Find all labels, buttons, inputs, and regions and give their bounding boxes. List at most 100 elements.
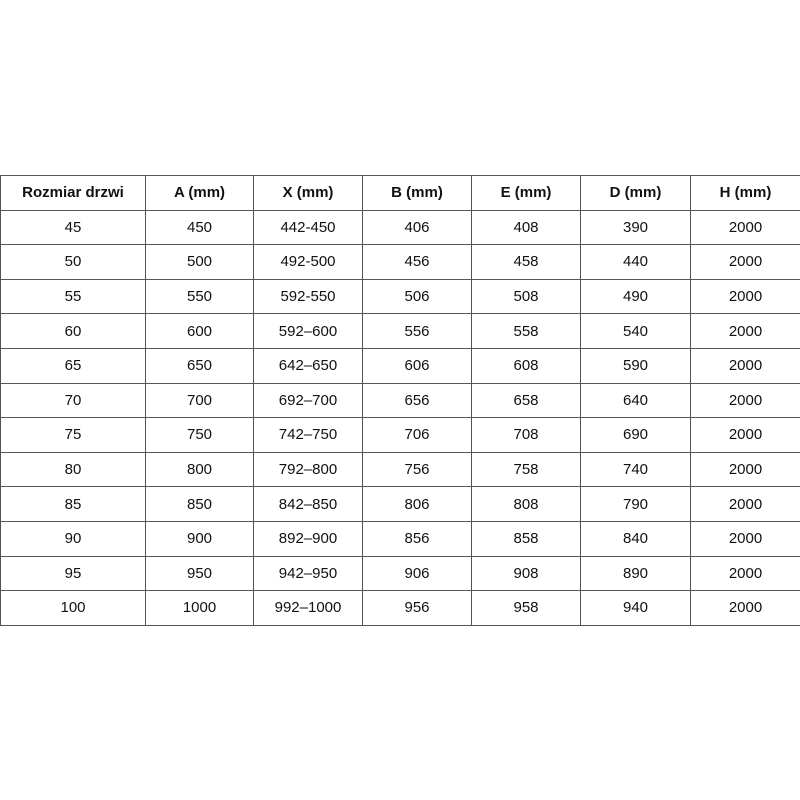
cell-door-size: 60	[0, 313, 146, 349]
cell-e: 958	[471, 590, 581, 626]
cell-e: 708	[471, 417, 581, 453]
cell-b: 456	[362, 244, 472, 280]
cell-door-size: 95	[0, 555, 146, 592]
cell-d: 890	[580, 555, 691, 592]
cell-d: 940	[580, 590, 691, 626]
cell-door-size: 45	[0, 209, 146, 246]
cell-a: 600	[145, 313, 254, 349]
header-a: A (mm)	[145, 175, 254, 211]
cell-h: 2000	[690, 555, 800, 592]
cell-b: 856	[362, 520, 472, 557]
cell-door-size: 90	[0, 520, 146, 557]
cell-x: 692–700	[253, 382, 363, 419]
cell-b: 506	[362, 278, 472, 315]
cell-a: 650	[145, 347, 254, 384]
table-row: 85 850 842–850 806 808 790 2000	[0, 486, 800, 522]
cell-door-size: 80	[0, 451, 146, 488]
cell-b: 956	[362, 590, 472, 626]
cell-x: 742–750	[253, 417, 363, 453]
table-row: 55 550 592-550 506 508 490 2000	[0, 278, 800, 315]
table-row: 70 700 692–700 656 658 640 2000	[0, 382, 800, 419]
cell-x: 442-450	[253, 209, 363, 246]
cell-e: 858	[471, 520, 581, 557]
cell-x: 842–850	[253, 486, 363, 522]
table-row: 80 800 792–800 756 758 740 2000	[0, 451, 800, 488]
table-row: 90 900 892–900 856 858 840 2000	[0, 520, 800, 557]
cell-b: 906	[362, 555, 472, 592]
cell-h: 2000	[690, 486, 800, 522]
cell-x: 592–600	[253, 313, 363, 349]
cell-a: 800	[145, 451, 254, 488]
cell-x: 942–950	[253, 555, 363, 592]
header-h: H (mm)	[690, 175, 800, 211]
cell-h: 2000	[690, 313, 800, 349]
cell-e: 808	[471, 486, 581, 522]
cell-d: 440	[580, 244, 691, 280]
cell-x: 492-500	[253, 244, 363, 280]
cell-x: 992–1000	[253, 590, 363, 626]
cell-h: 2000	[690, 590, 800, 626]
cell-e: 908	[471, 555, 581, 592]
cell-a: 1000	[145, 590, 254, 626]
table-body: 45 450 442-450 406 408 390 2000 50 500 492-500 456…	[0, 209, 800, 626]
cell-door-size: 50	[0, 244, 146, 280]
cell-door-size: 70	[0, 382, 146, 419]
cell-door-size: 100	[0, 590, 146, 626]
header-d: D (mm)	[580, 175, 691, 211]
cell-a: 450	[145, 209, 254, 246]
cell-e: 408	[471, 209, 581, 246]
cell-h: 2000	[690, 278, 800, 315]
header-b: B (mm)	[362, 175, 472, 211]
cell-door-size: 65	[0, 347, 146, 384]
cell-h: 2000	[690, 244, 800, 280]
header-door-size: Rozmiar drzwi	[0, 175, 146, 211]
cell-b: 706	[362, 417, 472, 453]
cell-e: 758	[471, 451, 581, 488]
cell-e: 558	[471, 313, 581, 349]
cell-h: 2000	[690, 209, 800, 246]
cell-h: 2000	[690, 382, 800, 419]
table-row: 50 500 492-500 456 458 440 2000	[0, 244, 800, 280]
cell-h: 2000	[690, 417, 800, 453]
cell-x: 892–900	[253, 520, 363, 557]
cell-door-size: 85	[0, 486, 146, 522]
cell-b: 606	[362, 347, 472, 384]
cell-e: 508	[471, 278, 581, 315]
table-row: 65 650 642–650 606 608 590 2000	[0, 347, 800, 384]
cell-x: 592-550	[253, 278, 363, 315]
cell-d: 540	[580, 313, 691, 349]
header-x: X (mm)	[253, 175, 363, 211]
cell-a: 750	[145, 417, 254, 453]
cell-door-size: 55	[0, 278, 146, 315]
cell-a: 950	[145, 555, 254, 592]
cell-d: 390	[580, 209, 691, 246]
table-row: 95 950 942–950 906 908 890 2000	[0, 555, 800, 592]
cell-d: 790	[580, 486, 691, 522]
cell-d: 590	[580, 347, 691, 384]
cell-a: 500	[145, 244, 254, 280]
cell-a: 700	[145, 382, 254, 419]
header-row: Rozmiar drzwi A (mm) X (mm) B (mm) E (mm…	[0, 175, 800, 211]
cell-door-size: 75	[0, 417, 146, 453]
cell-b: 556	[362, 313, 472, 349]
cell-d: 490	[580, 278, 691, 315]
cell-x: 792–800	[253, 451, 363, 488]
table-row: 45 450 442-450 406 408 390 2000	[0, 209, 800, 246]
header-e: E (mm)	[471, 175, 581, 211]
cell-a: 900	[145, 520, 254, 557]
cell-b: 656	[362, 382, 472, 419]
cell-a: 850	[145, 486, 254, 522]
cell-b: 756	[362, 451, 472, 488]
cell-x: 642–650	[253, 347, 363, 384]
cell-d: 690	[580, 417, 691, 453]
cell-a: 550	[145, 278, 254, 315]
table-row: 75 750 742–750 706 708 690 2000	[0, 417, 800, 453]
cell-h: 2000	[690, 520, 800, 557]
cell-b: 406	[362, 209, 472, 246]
cell-b: 806	[362, 486, 472, 522]
table-row: 100 1000 992–1000 956 958 940 2000	[0, 590, 800, 626]
cell-d: 840	[580, 520, 691, 557]
cell-d: 740	[580, 451, 691, 488]
door-dimensions-table: Rozmiar drzwi A (mm) X (mm) B (mm) E (mm…	[0, 175, 800, 626]
cell-h: 2000	[690, 347, 800, 384]
